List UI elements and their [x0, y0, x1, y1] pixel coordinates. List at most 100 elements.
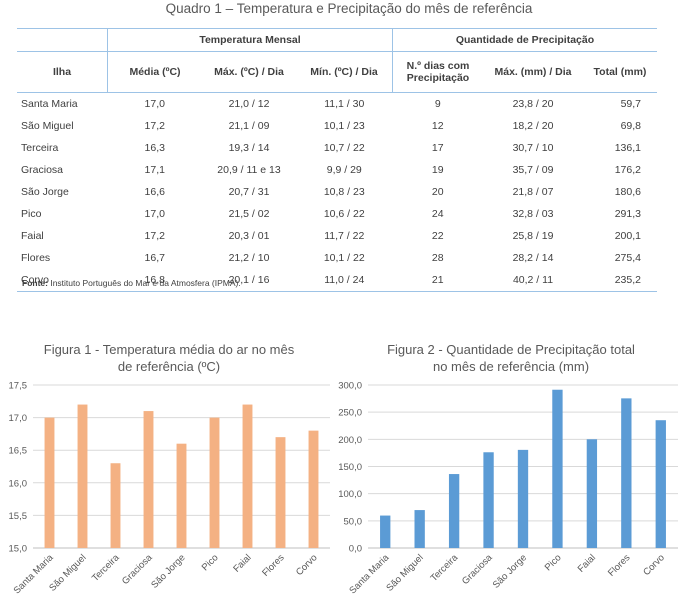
fig2-bar [552, 389, 563, 548]
table-row: São Jorge 16,6 20,7 / 31 10,8 / 23 20 21,8 / … [17, 181, 657, 203]
cell-media: 16,8 [107, 269, 202, 292]
cell-total: 136,1 [614, 142, 641, 154]
fig2-category-label: São Miguel [384, 552, 425, 593]
cell-media: 17,1 [144, 164, 165, 176]
col-header-media: Média (ºC) [107, 51, 202, 93]
cell-min-temp: 10,7 / 22 [323, 142, 365, 154]
cell-ilha: São Jorge [21, 186, 69, 198]
fig2-category-label: Pico [543, 552, 564, 573]
col-header-ilha: Ilha [17, 51, 108, 93]
cell-max-temp: 20,7 / 31 [228, 186, 270, 198]
table-row: Terceira 16,3 19,3 / 14 10,7 / 22 17 30,7 / 1… [17, 137, 657, 159]
source-text: Instituto Português do Mar e da Atmosfer… [50, 278, 241, 288]
cell-max-temp: 21,2 / 10 [228, 252, 270, 264]
cell-ilha: São Miguel [21, 120, 74, 132]
group-header-temperature: Temperatura Mensal [107, 28, 393, 52]
fig2-category-label: Corvo [641, 552, 667, 578]
fig2-category-label: Santa Maria [347, 552, 392, 597]
cell-max-precip: 23,8 / 20 [512, 98, 554, 110]
figure-2-title: Figura 2 - Quantidade de Precipitação to… [352, 341, 670, 375]
cell-max-precip: 32,8 / 03 [512, 208, 554, 220]
cell-max-temp: 19,3 / 14 [228, 142, 270, 154]
fig1-bar [242, 404, 253, 548]
fig1-bar [209, 417, 220, 548]
table-row: Santa Maria 17,0 21,0 / 12 11,1 / 30 9 23,8 /… [17, 93, 657, 116]
col-header-dias-precip: N.º dias com Precipitação [392, 51, 483, 93]
cell-ilha: Santa Maria [21, 98, 78, 110]
fig2-y-tick-label: 150,0 [338, 462, 362, 473]
table-title: Quadro 1 – Temperatura e Precipitação do… [165, 1, 533, 16]
cell-ilha: Pico [21, 208, 42, 220]
cell-dias-precip: 28 [431, 252, 444, 264]
cell-max-temp: 21,0 / 12 [228, 98, 270, 110]
cell-max-precip: 25,8 / 19 [512, 230, 554, 242]
cell-max-precip: 28,2 / 14 [512, 252, 554, 264]
cell-max-precip: 40,2 / 11 [483, 269, 583, 292]
fig2-y-tick-label: 300,0 [338, 381, 362, 392]
source-label: Fonte: [22, 278, 48, 288]
cell-dias-precip: 9 [434, 98, 441, 110]
col-header-min-temp: Mín. (ºC) / Dia [296, 51, 393, 93]
cell-total: 275,4 [614, 252, 641, 264]
cell-max-temp: 20,9 / 11 e 13 [217, 164, 281, 176]
cell-ilha: Corvo [17, 269, 108, 292]
cell-total: 200,1 [614, 230, 641, 242]
cell-media: 17,2 [144, 230, 165, 242]
fig1-y-tick-label: 17,0 [9, 413, 28, 424]
cell-total: 69,8 [620, 120, 641, 132]
fig2-y-tick-label: 50,0 [344, 516, 363, 527]
cell-ilha: Terceira [21, 142, 59, 154]
fig1-y-tick-label: 17,5 [9, 381, 28, 392]
col-header-max-temp: Máx. (ºC) / Dia [202, 51, 296, 93]
fig2-y-tick-label: 250,0 [338, 408, 362, 419]
cell-media: 17,0 [144, 98, 165, 110]
cell-total: 176,2 [614, 164, 641, 176]
cell-dias-precip: 17 [431, 142, 444, 154]
fig1-bar [77, 404, 88, 548]
fig1-bar [110, 463, 121, 548]
cell-max-precip: 18,2 / 20 [512, 120, 554, 132]
cell-min-temp: 11,7 / 22 [324, 230, 365, 242]
fig2-y-tick-label: 100,0 [338, 489, 362, 500]
cell-min-temp: 11,1 / 30 [324, 98, 365, 110]
fig1-y-tick-label: 15,5 [9, 511, 28, 522]
fig2-category-label: Terceira [429, 552, 461, 584]
fig2-bar [621, 398, 632, 548]
table-row: Corvo 16,8 20,1 / 16 11,0 / 24 21 40,2 / 11 23… [17, 269, 657, 292]
cell-dias-precip: 24 [431, 208, 444, 220]
fig1-bar [143, 411, 154, 548]
table-row: Flores 16,7 21,2 / 10 10,1 / 22 28 28,2 / 14 2… [17, 247, 657, 269]
fig1-bar [308, 430, 319, 548]
fig2-category-label: Flores [606, 552, 633, 579]
cell-dias-precip: 19 [431, 164, 444, 176]
fig2-bar [414, 510, 425, 548]
fig2-bar [655, 420, 666, 548]
col-header-total: Total (mm) [583, 51, 657, 93]
figure-2-title-line1: Figura 2 - Quantidade de Precipitação to… [387, 342, 635, 357]
cell-min-temp: 10,1 / 23 [323, 120, 365, 132]
cell-total: 235,2 [583, 269, 657, 292]
group-header-empty [17, 28, 108, 52]
fig1-bar [176, 443, 187, 548]
figure-1-title-line2: de referência (ºC) [117, 359, 221, 374]
cell-media: 17,2 [144, 120, 165, 132]
fig2-y-tick-label: 200,0 [338, 435, 362, 446]
group-header-precipitation: Quantidade de Precipitação [392, 28, 657, 52]
cell-min-temp: 10,8 / 23 [323, 186, 365, 198]
cell-total: 180,6 [614, 186, 641, 198]
fig2-bar [483, 452, 494, 548]
fig2-bar [517, 449, 529, 548]
cell-dias-precip: 21 [392, 269, 483, 292]
data-table: Temperatura Mensal Quantidade de Precipi… [17, 28, 657, 292]
cell-max-temp: 20,1 / 16 [202, 269, 296, 292]
fig1-y-tick-label: 16,5 [9, 446, 28, 457]
fig1-y-tick-label: 16,0 [9, 478, 28, 489]
fig1-bar [275, 437, 286, 548]
table-row: São Miguel 17,2 21,1 / 09 10,1 / 23 12 18,2 /… [17, 115, 657, 137]
table-row: Faial 17,2 20,3 / 01 11,7 / 22 22 25,8 / 19 20… [17, 225, 657, 247]
cell-ilha: Graciosa [21, 164, 64, 176]
cell-ilha: Faial [21, 230, 44, 242]
cell-min-temp: 10,6 / 22 [323, 208, 365, 220]
